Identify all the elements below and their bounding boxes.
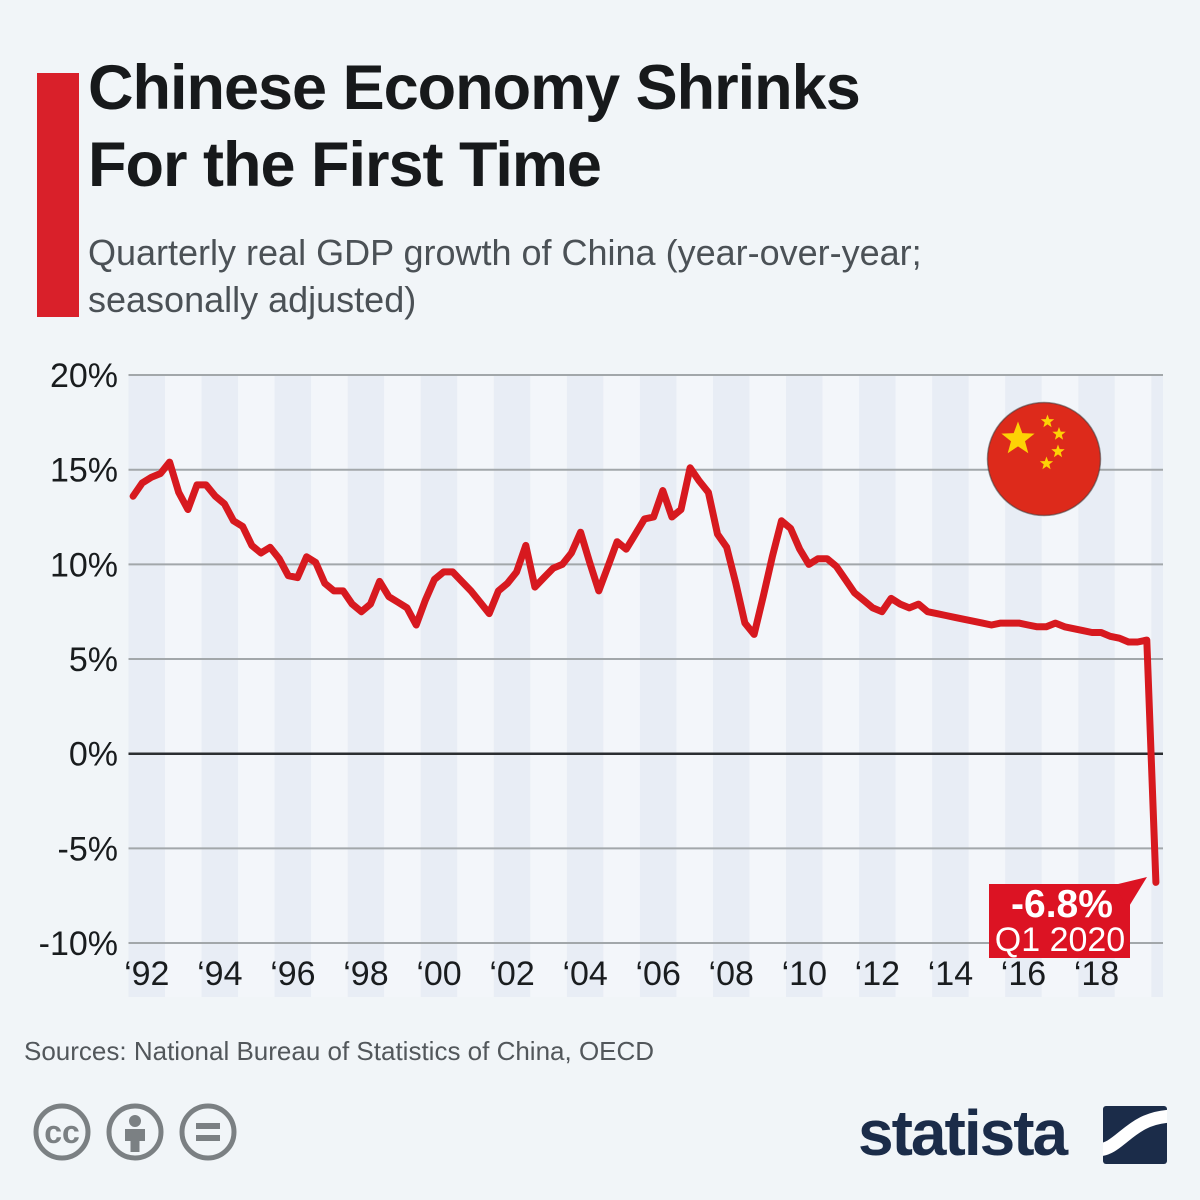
subtitle-line-2: seasonally adjusted) <box>88 279 417 320</box>
x-tick-label: ‘06 <box>635 955 680 993</box>
x-tick-label: ‘10 <box>782 955 827 993</box>
x-tick-label: ‘14 <box>928 955 973 993</box>
y-tick-label: 20% <box>50 357 118 395</box>
x-tick-label: ‘00 <box>416 955 461 993</box>
title-accent-bar <box>37 73 79 317</box>
annotation-value: -6.8% <box>1011 883 1113 926</box>
statista-mark-icon[interactable] <box>1103 1106 1167 1164</box>
x-axis-labels: ‘92 ‘94 ‘96 ‘98 ‘00 ‘02 ‘04 ‘06 ‘08 ‘10 ‘12 ‘14 ‘16 ‘… <box>124 955 1119 993</box>
attribution-person-icon[interactable] <box>106 1103 164 1161</box>
chart-subtitle: Quarterly real GDP growth of China (year… <box>88 229 922 323</box>
x-tick-label: ‘94 <box>197 955 242 993</box>
annotation-callout: -6.8%Q1 2020 <box>989 877 1147 959</box>
china-flag-icon <box>986 401 1102 517</box>
sources-note: Sources: National Bureau of Statistics o… <box>24 1036 655 1066</box>
x-tick-label: ‘08 <box>709 955 754 993</box>
no-derivatives-icon[interactable] <box>179 1103 237 1161</box>
cc-license-icon[interactable]: cc <box>33 1103 91 1161</box>
x-tick-label: ‘12 <box>855 955 900 993</box>
title-line-1: Chinese Economy Shrinks <box>88 53 861 123</box>
x-tick-label: ‘18 <box>1074 955 1119 993</box>
statista-wordmark[interactable]: statista <box>858 1097 1068 1169</box>
y-tick-label: 15% <box>50 452 118 490</box>
title-line-2: For the First Time <box>88 130 602 200</box>
x-tick-label: ‘16 <box>1001 955 1046 993</box>
y-tick-label: 10% <box>50 546 118 584</box>
svg-text:cc: cc <box>44 1114 80 1150</box>
subtitle-line-1: Quarterly real GDP growth of China (year… <box>88 232 922 273</box>
y-tick-label: -5% <box>58 830 118 868</box>
x-tick-label: ‘04 <box>562 955 607 993</box>
x-tick-label: ‘92 <box>124 955 169 993</box>
x-tick-label: ‘02 <box>489 955 534 993</box>
y-tick-label: 0% <box>69 736 118 774</box>
y-tick-label: 5% <box>69 641 118 679</box>
y-axis-labels: 20% 15% 10% 5% 0% -5% -10% <box>39 357 118 963</box>
annotation-period: Q1 2020 <box>995 921 1125 959</box>
y-tick-label: -10% <box>39 925 118 963</box>
gdp-growth-line <box>129 458 1160 886</box>
license-icons: cc <box>33 1103 237 1161</box>
x-tick-label: ‘98 <box>343 955 388 993</box>
statista-logo[interactable]: statista <box>858 1097 1170 1170</box>
x-tick-label: ‘96 <box>270 955 315 993</box>
page-title: Chinese Economy Shrinks For the First Tim… <box>88 50 861 204</box>
